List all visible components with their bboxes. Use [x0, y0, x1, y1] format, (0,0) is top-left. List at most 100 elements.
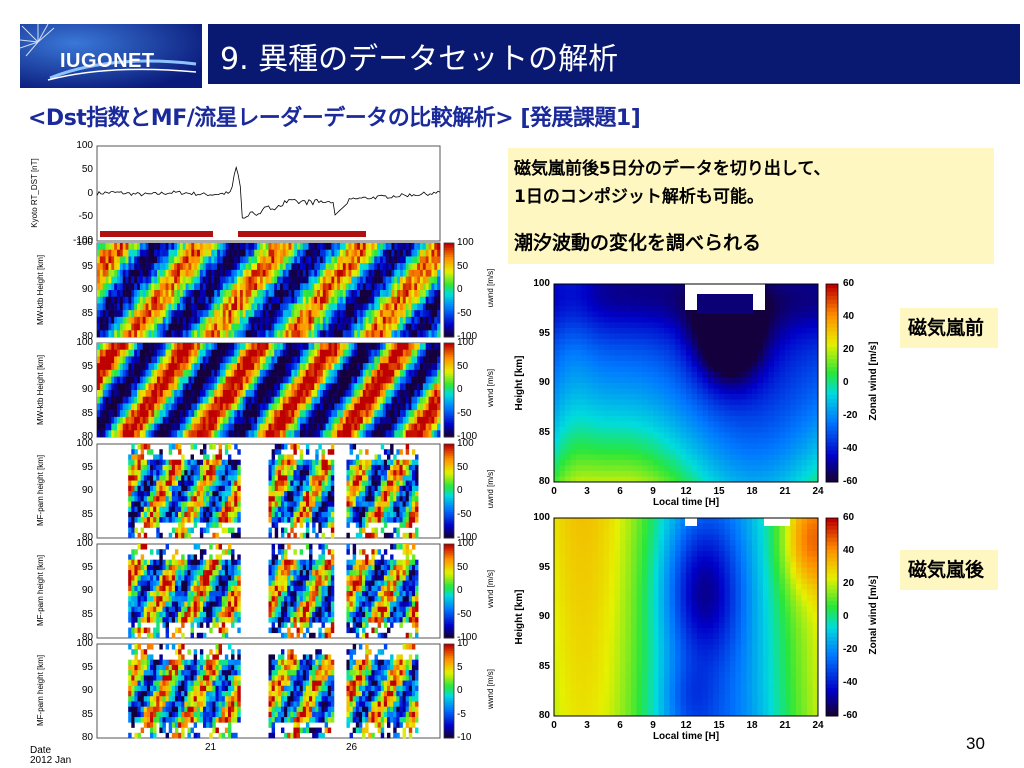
- y-tick-label: 95: [538, 327, 550, 339]
- colorbar-tick-label: 60: [843, 278, 855, 289]
- dst-tick-label: 100: [76, 140, 93, 151]
- height-tick-label: 85: [81, 708, 93, 720]
- x-tick-label: 21: [779, 720, 791, 731]
- dst-tick-label: -100: [72, 235, 93, 246]
- height-tick-label: 90: [81, 284, 93, 295]
- x-tick-label: 18: [746, 486, 758, 497]
- colorbar-tick-label: 0: [457, 284, 463, 295]
- colorbar-tick-label: -40: [843, 443, 858, 454]
- colorbar-tick-label: -100: [457, 431, 478, 442]
- height-tick-label: 80: [81, 732, 93, 743]
- x-tick-label: 18: [746, 720, 758, 731]
- colorbar-tick-label: 0: [457, 685, 463, 696]
- logo-text: IUGONET: [60, 50, 155, 72]
- height-tick-label: 95: [81, 561, 93, 573]
- x-tick-label: 15: [713, 720, 725, 731]
- slide-subtitle: <Dst指数とMF/流星レーダーデータの比較解析> [発展課題1]: [28, 106, 641, 131]
- height-tick-label: 100: [76, 638, 93, 649]
- height-tick-label: 100: [76, 237, 93, 248]
- dst-tick-label: -50: [78, 211, 93, 223]
- colorbar-tick-label: -50: [457, 307, 472, 319]
- note-line-1: 磁気嵐前後5日分のデータを切り出して、: [514, 159, 831, 179]
- colorbar-tick-label: -100: [457, 532, 478, 543]
- height-tick-label: 90: [81, 384, 93, 395]
- logo-sunburst-icon: [20, 24, 202, 88]
- date-label: Date: [30, 745, 52, 756]
- x-tick-label: 3: [584, 720, 590, 731]
- height-tick-label: 95: [81, 260, 93, 272]
- slide-title: 9. 異種のデータセットの解析: [220, 42, 619, 77]
- colorbar-tick-label: 100: [457, 438, 474, 449]
- colorbar-tick-label: 40: [843, 545, 855, 556]
- height-tick-label: 80: [81, 331, 93, 342]
- colorbar-tick-label: 0: [457, 585, 463, 596]
- colorbar-tick-label: 10: [457, 638, 469, 649]
- dst-tick-label: 0: [87, 187, 93, 199]
- colorbar-tick-label: 100: [457, 337, 474, 348]
- height-tick-label: 85: [81, 307, 93, 319]
- height-tick-label: 80: [81, 532, 93, 543]
- height-tick-label: 80: [81, 632, 93, 643]
- colorbar-tick-label: -100: [457, 331, 478, 342]
- colorbar-tick-label: 100: [457, 538, 474, 549]
- colorbar-tick-label: 50: [457, 561, 469, 573]
- colorbar-tick-label: -10: [457, 732, 472, 743]
- y-tick-label: 85: [538, 426, 550, 438]
- colorbar-tick-label: 20: [843, 578, 855, 589]
- x-axis-label: Local time [H]: [652, 731, 720, 742]
- x-tick-label: 15: [713, 486, 725, 497]
- x-tick-label: 0: [551, 720, 557, 731]
- colorbar-tick-label: -60: [843, 476, 858, 487]
- colorbar-tick-label: 0: [457, 384, 463, 395]
- title-bar: 9. 異種のデータセットの解析: [208, 24, 1020, 84]
- iugonet-logo: IUGONET: [20, 24, 202, 88]
- height-tick-label: 100: [76, 538, 93, 549]
- y-tick-label: 80: [538, 476, 550, 487]
- label-before-text: 磁気嵐前: [908, 317, 985, 339]
- x-tick-label: 9: [650, 486, 656, 497]
- note-box: 磁気嵐前後5日分のデータを切り出して、 1日のコンポジット解析も可能。 潮汐波動…: [508, 148, 994, 264]
- slide-header: IUGONET 9. 異種のデータセットの解析: [20, 24, 1020, 88]
- colorbar-tick-label: -5: [457, 708, 466, 720]
- note-line-3: 潮汐波動の変化を調べられる: [514, 232, 762, 254]
- colorbar-tick-label: 20: [843, 344, 855, 355]
- colorbar-tick-label: -50: [457, 407, 472, 419]
- colorbar-tick-label: 50: [457, 360, 469, 372]
- y-axis-label: Height [km]: [514, 589, 525, 645]
- colorbar-tick-label: 50: [457, 260, 469, 272]
- label-after-storm: 磁気嵐後: [900, 550, 998, 590]
- x-tick-label: 24: [812, 720, 824, 731]
- colorbar-tick-label: 100: [457, 237, 474, 248]
- label-before-storm: 磁気嵐前: [900, 308, 998, 348]
- height-tick-label: 95: [81, 661, 93, 673]
- height-tick-label: 90: [81, 585, 93, 596]
- label-after-text: 磁気嵐後: [908, 559, 985, 581]
- height-tick-label: 85: [81, 407, 93, 419]
- y-tick-label: 100: [533, 278, 550, 289]
- x-tick-label: 12: [680, 720, 692, 731]
- y-tick-label: 80: [538, 710, 550, 721]
- x-tick-label: 12: [680, 486, 692, 497]
- dst-tick-label: 50: [81, 163, 93, 175]
- height-tick-label: 100: [76, 438, 93, 449]
- x-tick-label: 21: [779, 486, 791, 497]
- x-tick-label: 9: [650, 720, 656, 731]
- date-value: 2012 Jan: [30, 755, 72, 766]
- y-tick-label: 90: [538, 611, 550, 622]
- height-tick-label: 85: [81, 608, 93, 620]
- colorbar-tick-label: 60: [843, 512, 855, 523]
- x-tick-label: 21: [205, 742, 217, 753]
- colorbar-tick-label: 40: [843, 311, 855, 322]
- colorbar-tick-label: 0: [843, 611, 849, 622]
- colorbar-tick-label: 0: [843, 377, 849, 388]
- colorbar-tick-label: -20: [843, 644, 858, 655]
- colorbar-tick-label: -50: [457, 508, 472, 520]
- colorbar-tick-label: -40: [843, 677, 858, 688]
- height-tick-label: 95: [81, 360, 93, 372]
